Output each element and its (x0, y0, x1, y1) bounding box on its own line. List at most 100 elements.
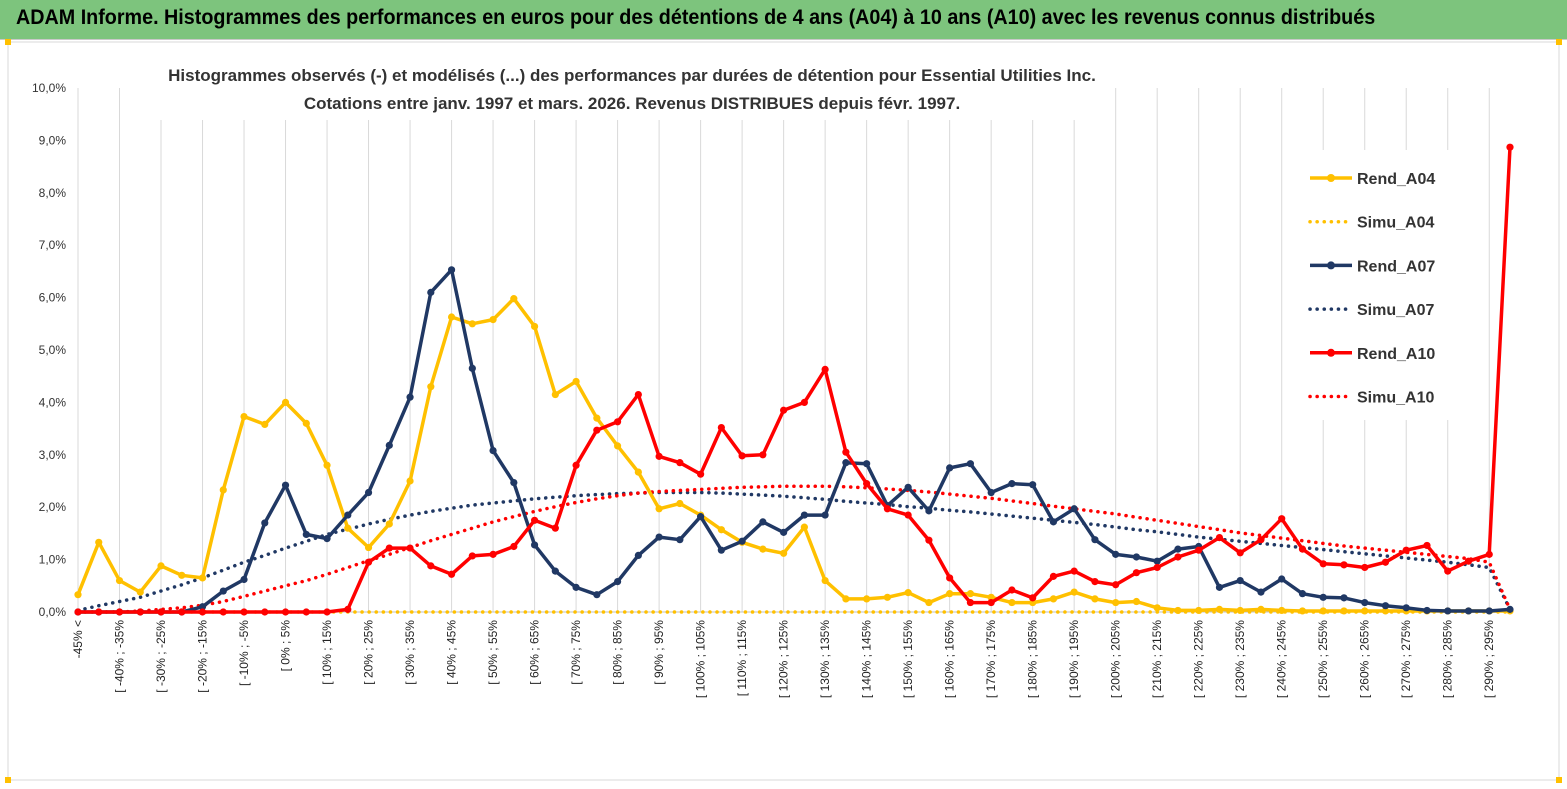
rend-a10-point (1444, 567, 1452, 575)
x-tick-label: [ 30% ; 35% (403, 620, 417, 685)
rend-a10-point (1029, 594, 1037, 602)
rend-a04-point (115, 576, 124, 585)
rend-a04-point (1340, 607, 1348, 615)
x-tick-label: [ -10% ; -5% (237, 620, 251, 686)
rend-a07-point (863, 460, 871, 468)
rend-a04-point (1361, 607, 1369, 615)
x-tick-label: [ 50% ; 55% (486, 620, 500, 685)
rend-a04-point (759, 545, 767, 553)
rend-a10-point (489, 550, 497, 558)
report-banner: ADAM Informe. Histogrammes des performan… (0, 0, 1567, 40)
y-tick-label: 6,0% (39, 291, 67, 305)
rend-a10-point (946, 574, 954, 582)
rend-a07-point (676, 536, 684, 544)
rend-a10-point (738, 452, 746, 460)
rend-a10-point (1091, 578, 1099, 586)
rend-a07-point (1112, 550, 1120, 558)
rend-a07-point (1029, 481, 1037, 489)
rend-a04-point (946, 590, 954, 598)
frame-handle (1556, 39, 1562, 45)
rend-a07-point (1174, 545, 1182, 553)
y-tick-label: 5,0% (39, 343, 67, 357)
x-tick-label: [ 200% ; 205% (1109, 620, 1123, 698)
rend-a10-point (468, 552, 476, 560)
rend-a10-point (136, 608, 144, 616)
rend-a10-point (302, 608, 310, 616)
rend-a07-point (1506, 605, 1514, 613)
legend-item-simu-a04: Simu_A04 (1308, 215, 1434, 232)
rend-a10-point (842, 448, 850, 456)
rend-a10-point (759, 451, 767, 459)
rend-a04-point (240, 412, 248, 421)
rend-a07-point (1236, 576, 1244, 585)
rend-a10-point (240, 608, 248, 616)
x-tick-label: [ 190% ; 195% (1067, 620, 1081, 698)
y-tick-label: 2,0% (39, 500, 67, 514)
legend-marker (1327, 348, 1335, 357)
rend-a04-point (198, 574, 207, 582)
rend-a04-point (1070, 588, 1078, 596)
x-axis: -45% < [ -40% ; -35% [ -30% ; -25% [ -20% ;… (71, 620, 1496, 698)
rend-a10-point (1195, 546, 1203, 554)
rend-a04-point (1298, 607, 1307, 615)
rend-a07-point (1298, 590, 1307, 598)
rend-a04-point (904, 589, 912, 597)
rend-a10-point (530, 516, 539, 524)
rend-a04-point (1215, 605, 1224, 613)
rend-a04-point (323, 461, 331, 469)
y-tick-label: 1,0% (39, 553, 67, 567)
rend-a10-point (1257, 536, 1265, 544)
rend-a10-point (551, 524, 559, 532)
rend-a07-point (530, 541, 539, 549)
rend-a10-point (323, 608, 331, 616)
x-tick-label: [ 290% ; 295% (1482, 620, 1496, 698)
rend-a07-point (406, 393, 414, 401)
rend-a10-point (1070, 567, 1078, 575)
rend-a10-point (157, 608, 165, 616)
rend-a07-point (904, 483, 912, 491)
y-tick-label: 10,0% (32, 81, 66, 95)
rend-a10-point (1153, 563, 1161, 572)
rend-a07-point (966, 460, 975, 468)
rend-a04-point (634, 468, 642, 476)
rend-a04-point (281, 398, 290, 406)
rend-a04-point (136, 588, 144, 596)
rend-a10-point (800, 398, 808, 406)
rend-a10-point (655, 452, 663, 460)
x-tick-label: -45% < (71, 620, 85, 658)
rend-a10-point (821, 365, 829, 373)
rend-a10-point (1278, 515, 1286, 523)
rend-a07-point (593, 591, 601, 599)
x-tick-label: [ 150% ; 155% (901, 620, 915, 698)
x-tick-label: [ 90% ; 95% (652, 620, 666, 685)
rend-a04-point (219, 486, 227, 494)
rend-a04-point (447, 313, 456, 321)
rend-a10-point (1361, 563, 1369, 572)
rend-a10-point (447, 570, 456, 578)
rend-a04-point (613, 442, 622, 450)
series-rend-a07 (74, 266, 1514, 616)
y-axis: 0,0% 1,0% 2,0% 3,0% 4,0% 5,0% 6,0% 7,0% 8,0% 9,0%… (32, 81, 66, 619)
rend-a04-point (364, 543, 373, 552)
rend-a04-point (95, 538, 103, 546)
series-layer (74, 143, 1514, 616)
rend-a10-point (74, 608, 82, 616)
rend-a10-point (1112, 581, 1120, 589)
rend-a10-point (1008, 586, 1016, 594)
rend-a07-point (240, 575, 248, 584)
x-tick-label: [ 270% ; 275% (1399, 620, 1413, 698)
x-tick-label: [ 210% ; 215% (1150, 620, 1164, 698)
rend-a07-point (219, 587, 227, 595)
series-simu-a07 (76, 490, 1512, 613)
rend-a07-point (427, 288, 435, 296)
rend-a07-point (323, 535, 331, 543)
rend-a10-point (510, 542, 518, 551)
rend-a07-point (1485, 607, 1493, 615)
x-tick-label: [ 280% ; 285% (1441, 620, 1455, 698)
rend-a07-point (655, 533, 663, 541)
rend-a07-point (1049, 518, 1058, 526)
rend-a07-point (613, 578, 622, 586)
chart-border (5, 39, 1562, 783)
chart-title-line-1: Histogrammes observés (-) et modélisés (… (168, 66, 1096, 85)
rend-a04-point (1236, 606, 1244, 615)
